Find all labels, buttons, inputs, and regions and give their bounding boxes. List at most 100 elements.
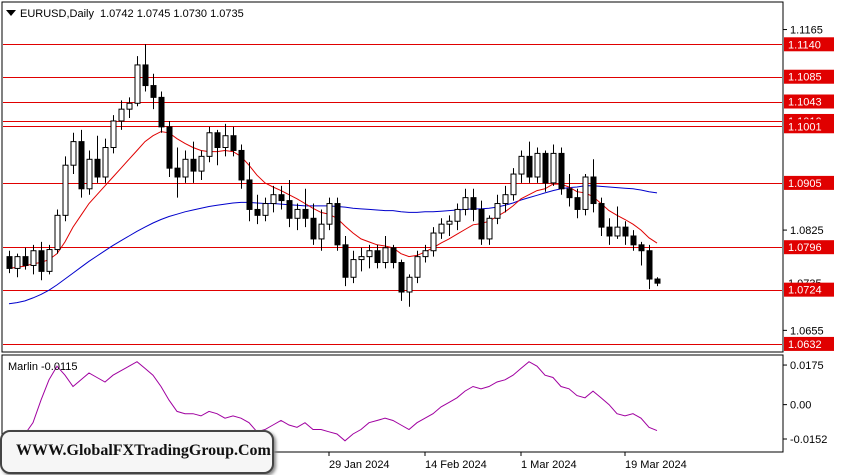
- candle-body: [142, 64, 149, 87]
- candle: [646, 244, 653, 290]
- oscillator-axis: 0.0175 0.00 -0.0152: [783, 360, 827, 446]
- candle: [302, 188, 309, 228]
- candle-body: [406, 276, 413, 293]
- candle-body: [342, 244, 349, 278]
- candle-body: [94, 158, 101, 178]
- candle-body: [118, 108, 125, 122]
- watermark-badge: WWW.GlobalFXTradingGroup.Com: [0, 430, 274, 474]
- symbol-label: EURUSD,Daily: [20, 8, 94, 20]
- candle-body: [374, 250, 381, 264]
- candle: [590, 159, 597, 213]
- candle-body: [230, 135, 237, 151]
- candle-body: [382, 247, 389, 264]
- candle-body: [310, 217, 317, 240]
- candle: [38, 241, 45, 281]
- price-panel: [1, 1, 784, 353]
- candle: [414, 250, 421, 284]
- candle: [406, 274, 413, 307]
- candle: [230, 126, 237, 157]
- price-tick-label: 1.1165: [790, 25, 823, 37]
- candle: [110, 115, 117, 154]
- candle-body: [550, 152, 557, 184]
- oscillator: [8, 361, 658, 442]
- level-tag-label: 1.1140: [788, 39, 821, 51]
- candle-body: [582, 176, 589, 210]
- candle: [182, 150, 189, 183]
- candle-body: [526, 155, 533, 178]
- candle: [390, 244, 397, 269]
- candle-body: [62, 164, 69, 216]
- candle: [574, 188, 581, 219]
- level-tag: 1.1085: [784, 69, 834, 84]
- level-tag: 1.1043: [784, 94, 834, 109]
- candle-body: [454, 208, 461, 222]
- time-tick-label: 1 Mar 2024: [521, 459, 577, 471]
- candle-body: [414, 256, 421, 278]
- candle-body: [70, 141, 77, 166]
- candle: [502, 185, 509, 213]
- candle-body: [366, 250, 373, 258]
- candle: [566, 174, 573, 207]
- candle: [166, 120, 173, 177]
- candle-body: [78, 141, 85, 190]
- candle-body: [574, 197, 581, 210]
- candle-body: [54, 214, 61, 251]
- candle: [558, 147, 565, 195]
- candle-body: [166, 126, 173, 169]
- candle-body: [326, 203, 333, 225]
- candle-body: [614, 226, 621, 237]
- candle: [222, 123, 229, 157]
- candle: [286, 179, 293, 228]
- candle: [614, 206, 621, 239]
- candle: [542, 150, 549, 192]
- candle: [102, 138, 109, 183]
- candle: [62, 156, 69, 222]
- candle: [126, 97, 133, 119]
- candle-body: [126, 102, 133, 110]
- candle: [78, 129, 85, 198]
- candle-body: [262, 203, 269, 216]
- candle: [70, 132, 77, 175]
- candle: [134, 56, 141, 107]
- candle-body: [622, 226, 629, 237]
- candle: [318, 209, 325, 251]
- candle-body: [158, 96, 165, 128]
- candle: [438, 218, 445, 239]
- candle: [470, 188, 477, 222]
- candle: [6, 250, 13, 274]
- level-tag-bg: [784, 240, 834, 255]
- candle-body: [542, 152, 549, 184]
- candle-body: [654, 278, 661, 284]
- candle: [534, 147, 541, 183]
- level-tag-bg: [784, 94, 834, 109]
- candle-body: [598, 203, 605, 228]
- candle-body: [438, 223, 445, 234]
- level-tag-bg: [784, 282, 834, 297]
- level-tag-bg: [784, 69, 834, 84]
- candle: [174, 147, 181, 198]
- price-levels: [3, 44, 782, 345]
- candle-body: [470, 197, 477, 210]
- candle-body: [294, 208, 301, 219]
- candle-body: [198, 155, 205, 172]
- candle: [622, 221, 629, 245]
- candle: [118, 100, 125, 130]
- candle: [630, 230, 637, 251]
- candle: [518, 150, 525, 183]
- candle: [446, 215, 453, 236]
- level-tag-label: 1.1001: [788, 121, 822, 133]
- ma-slow-line: [8, 185, 658, 305]
- candle-body: [46, 249, 53, 272]
- level-tag-label: 1.0632: [788, 339, 822, 351]
- time-tick-label: 29 Jan 2024: [329, 459, 390, 471]
- candle-body: [430, 232, 437, 252]
- level-tag: 1.1140: [784, 37, 834, 52]
- dropdown-triangle-icon[interactable]: [6, 10, 16, 16]
- candle-body: [86, 158, 93, 190]
- candles: [6, 44, 661, 307]
- candle-body: [606, 226, 613, 237]
- candle: [214, 129, 221, 166]
- watermark-text: WWW.GlobalFXTradingGroup.Com: [16, 442, 271, 459]
- candle: [582, 174, 589, 216]
